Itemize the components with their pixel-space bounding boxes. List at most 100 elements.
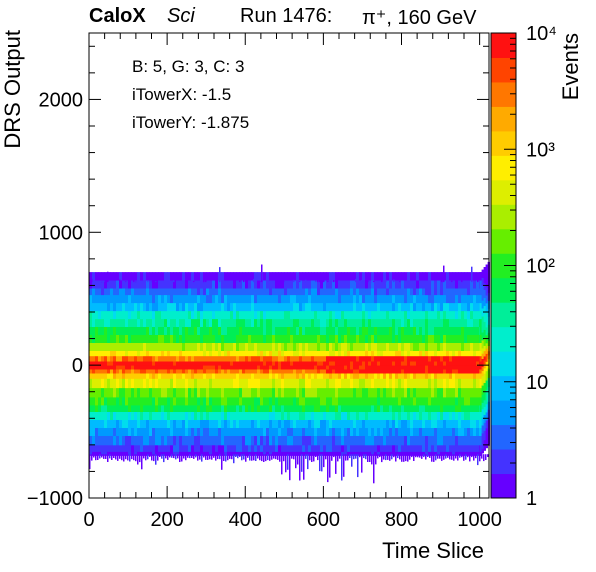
heatmap-cell [476, 397, 480, 406]
heatmap-cell [254, 378, 258, 389]
heatmap-cell [422, 365, 426, 370]
heatmap-cell [470, 378, 474, 389]
heatmap-cell [143, 302, 147, 312]
heatmap-cell [329, 342, 333, 351]
heatmap-cell [323, 361, 327, 366]
spike-down [237, 454, 239, 459]
heatmap-cell [146, 411, 150, 420]
heatmap-cell [371, 444, 375, 452]
heatmap-cell [413, 280, 417, 289]
heatmap-cell [140, 310, 144, 320]
heatmap-cell [185, 387, 189, 398]
heatmap-cell [167, 318, 171, 327]
heatmap-cell [167, 387, 171, 398]
heatmap-cell [458, 369, 462, 374]
heatmap-cell [233, 365, 237, 370]
heatmap-cell [275, 334, 279, 343]
heatmap-cell [485, 427, 488, 438]
heatmap-cell [203, 405, 207, 412]
heatmap-cell [113, 342, 117, 351]
heatmap-cell [440, 302, 444, 312]
heatmap-cell [221, 451, 225, 456]
heatmap-cell [266, 435, 270, 446]
heatmap-cell [356, 451, 360, 456]
heatmap-cell [269, 427, 273, 436]
heatmap-cell [119, 373, 123, 379]
heatmap-cell [353, 318, 357, 327]
heatmap-cell [122, 419, 126, 428]
heatmap-cell [293, 334, 297, 343]
heatmap-cell [128, 435, 132, 446]
heatmap-cell [215, 427, 219, 436]
heatmap-cell [413, 350, 417, 357]
heatmap-cell [335, 294, 339, 304]
heatmap-cell [101, 373, 105, 379]
heatmap-cell [308, 369, 312, 374]
heatmap-cell [483, 289, 486, 298]
heatmap-cell [320, 397, 324, 406]
heatmap-cell [158, 373, 162, 379]
heatmap-cell [422, 294, 426, 304]
heatmap-cell [368, 419, 372, 428]
heatmap-cell [107, 405, 111, 412]
spike-down [461, 454, 463, 458]
heatmap-cell [233, 318, 237, 327]
heatmap-cell [296, 373, 300, 379]
heatmap-cell [401, 427, 405, 436]
spike-up [239, 280, 241, 283]
heatmap-cell [281, 294, 285, 304]
heatmap-cell [335, 355, 339, 362]
heatmap-cell [398, 310, 402, 320]
heatmap-cell [287, 365, 291, 370]
heatmap-cell [164, 318, 168, 327]
heatmap-cell [242, 361, 246, 366]
heatmap-cell [185, 272, 189, 281]
heatmap-cell [407, 280, 411, 289]
heatmap-cell [350, 288, 354, 296]
heatmap-cell [308, 280, 312, 289]
heatmap-cell [233, 334, 237, 343]
heatmap-cell [212, 427, 216, 436]
heatmap-cell [422, 326, 426, 335]
heatmap-cell [413, 361, 417, 366]
heatmap-cell [305, 280, 309, 289]
heatmap-cell [365, 419, 369, 428]
heatmap-cell [419, 397, 423, 406]
heatmap-cell [119, 350, 123, 357]
heatmap-cell [323, 451, 327, 456]
heatmap-cell [326, 419, 330, 428]
spike-down [329, 454, 331, 478]
heatmap-cell [410, 405, 414, 412]
heatmap-cell [413, 405, 417, 412]
heatmap-cell [380, 411, 384, 420]
heatmap-cell [485, 389, 488, 398]
heatmap-cell [161, 378, 165, 389]
heatmap-cell [320, 361, 324, 366]
heatmap-cell [98, 427, 102, 436]
heatmap-cell [176, 294, 180, 304]
heatmap-cell [356, 318, 360, 327]
heatmap-cell [473, 355, 477, 362]
heatmap-cell [122, 411, 126, 420]
heatmap-cell [380, 280, 384, 289]
heatmap-cell [398, 387, 402, 398]
heatmap-cell [149, 334, 153, 343]
heatmap-cell [239, 326, 243, 335]
heatmap-cell [398, 397, 402, 406]
heatmap-cell [158, 419, 162, 428]
heatmap-cell [164, 411, 168, 420]
spike-down [223, 454, 225, 461]
x-tick-label: 1000 [457, 509, 502, 531]
heatmap-cell [179, 397, 183, 406]
heatmap-cell [374, 334, 378, 343]
heatmap-cell [128, 334, 132, 343]
heatmap-cell [110, 326, 114, 335]
heatmap-cell [179, 411, 183, 420]
heatmap-cell [464, 444, 468, 452]
heatmap-cell [239, 411, 243, 420]
heatmap-cell [269, 272, 273, 281]
heatmap-cell [332, 365, 336, 370]
heatmap-cell [224, 318, 228, 327]
heatmap-cell [404, 427, 408, 436]
heatmap-cell [299, 378, 303, 389]
